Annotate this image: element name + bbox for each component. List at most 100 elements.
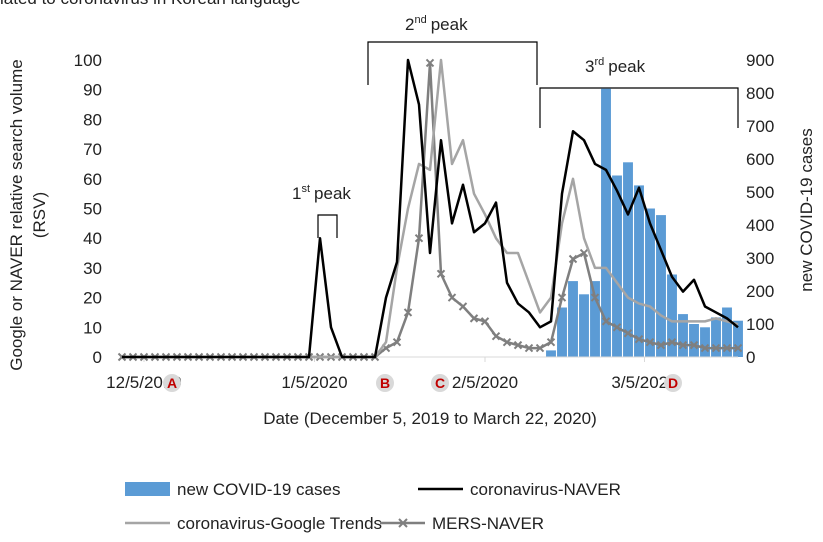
- point-marker: [612, 323, 622, 332]
- point-marker: [568, 254, 578, 264]
- point-marker: [656, 340, 666, 350]
- point-marker: [403, 308, 413, 317]
- y-tick-label: 70: [83, 140, 102, 159]
- annotation: 1st peak: [292, 183, 351, 203]
- y2-tick-label: 900: [746, 51, 774, 70]
- y-tick-label: 40: [83, 229, 102, 248]
- point-marker: [436, 269, 446, 279]
- bar: [678, 314, 688, 357]
- y-tick-label: 0: [93, 348, 102, 367]
- point-marker: [711, 343, 721, 353]
- bar: [733, 320, 743, 357]
- bar: [634, 185, 644, 357]
- bracket: [539, 87, 739, 128]
- point-marker: [480, 317, 490, 326]
- y-tick-label: 50: [83, 200, 102, 219]
- annotation: 3rd peak: [585, 56, 646, 76]
- legend-label: coronavirus-Google Trends: [177, 514, 382, 533]
- marker-label: D: [668, 375, 678, 391]
- y-axis-title: (RSV): [30, 192, 49, 238]
- y2-tick-label: 500: [746, 183, 774, 202]
- point-marker: [667, 337, 677, 347]
- y2-tick-label: 300: [746, 249, 774, 268]
- y-axis-title: Google or NAVER relative search volume: [7, 59, 26, 371]
- y-tick-label: 20: [83, 289, 102, 308]
- marker-circle: [431, 374, 449, 392]
- y2-tick-label: 100: [746, 315, 774, 334]
- x-tick-label: 2/5/2020: [452, 373, 518, 392]
- y-tick-label: 10: [83, 318, 102, 337]
- bar: [645, 208, 655, 357]
- y2-axis-title: new COVID-19 cases: [797, 128, 816, 291]
- bar: [656, 215, 666, 357]
- bar: [689, 324, 699, 357]
- marker-label: A: [167, 375, 177, 391]
- legend-label: new COVID-19 cases: [177, 480, 340, 499]
- point-marker: [733, 343, 743, 353]
- y2-tick-label: 700: [746, 117, 774, 136]
- bar: [711, 317, 721, 357]
- point-marker: [700, 343, 710, 353]
- marker-label: C: [435, 375, 445, 391]
- y2-tick-label: 0: [746, 348, 755, 367]
- x-axis-title: Date (December 5, 2019 to March 22, 2020…: [263, 409, 597, 428]
- bar: [667, 274, 677, 357]
- point-marker: [469, 314, 479, 323]
- point-marker: [491, 332, 501, 341]
- legend-swatch: [125, 482, 170, 496]
- bar: [722, 307, 732, 357]
- point-marker: [678, 340, 688, 350]
- y2-tick-label: 400: [746, 216, 774, 235]
- bracket: [317, 214, 338, 238]
- point-marker: [645, 337, 655, 347]
- y-tick-label: 90: [83, 81, 102, 100]
- y-tick-label: 30: [83, 259, 102, 278]
- point-marker: [722, 343, 732, 353]
- bar: [612, 175, 622, 357]
- marker-circle: [163, 374, 181, 392]
- point-marker: [579, 248, 589, 258]
- bar: [546, 350, 556, 357]
- marker-circle: [664, 374, 682, 392]
- legend: new COVID-19 cases coronavirus-NAVER coron…: [125, 480, 621, 533]
- legend-marker: [398, 518, 408, 528]
- point-marker: [546, 337, 556, 347]
- point-marker: [634, 334, 644, 344]
- legend-label: coronavirus-NAVER: [470, 480, 621, 499]
- line: [122, 58, 739, 359]
- x-tick-label: 1/5/2020: [281, 373, 347, 392]
- y2-tick-label: 800: [746, 84, 774, 103]
- x-tick-label: 12/5/2019: [106, 373, 182, 392]
- point-marker: [590, 293, 600, 302]
- point-marker: [414, 233, 424, 243]
- point-marker: [535, 343, 545, 353]
- bar: [568, 281, 578, 357]
- point-marker: [689, 340, 699, 350]
- bar: [601, 88, 611, 358]
- point-marker: [392, 337, 402, 347]
- bar: [579, 294, 589, 357]
- y2-tick-label: 200: [746, 282, 774, 301]
- bar: [557, 307, 567, 357]
- point-marker: [623, 329, 633, 338]
- point-marker: [524, 343, 534, 353]
- y-tick-label: 100: [74, 51, 102, 70]
- plot-area: 0 10 20 30 40 50 60 70 80 90 100 0 100 200 300 400 500 60…: [74, 51, 775, 392]
- marker-circle: [376, 374, 394, 392]
- annotation: 2nd peak: [405, 14, 468, 34]
- point-marker: [513, 340, 523, 350]
- chart-title: lated to coronavirus in Korean language: [0, 0, 301, 8]
- point-marker: [601, 317, 611, 326]
- marker-label: B: [380, 375, 390, 391]
- date-markers: A B C D: [163, 374, 682, 392]
- point-marker: [502, 337, 512, 347]
- bar: [623, 162, 633, 357]
- bar: [590, 281, 600, 357]
- point-marker: [447, 293, 457, 302]
- y2-tick-label: 600: [746, 150, 774, 169]
- point-marker: [557, 293, 567, 302]
- y-tick-label: 60: [83, 170, 102, 189]
- bracket: [367, 41, 538, 85]
- point-marker: [425, 58, 435, 68]
